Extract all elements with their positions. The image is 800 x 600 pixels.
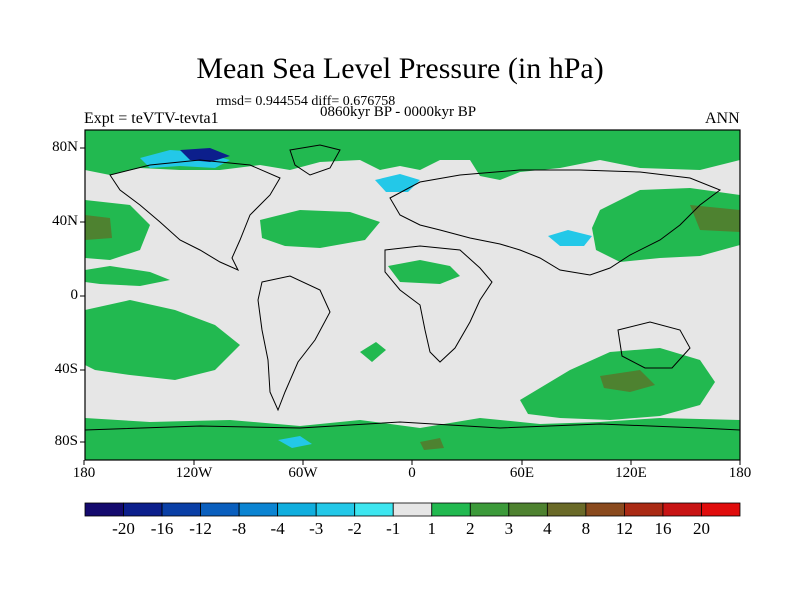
antarctic-low [278, 436, 312, 448]
colorbar-label: 8 [581, 519, 591, 538]
colorbar-swatch [546, 502, 587, 517]
lon-tick-60w: 60W [288, 465, 318, 481]
lon-tick-marks [83, 460, 741, 465]
lat-tick-0: 0 [70, 287, 79, 303]
lon-tick-180w: 180 [72, 465, 96, 481]
australia-outline [617, 321, 691, 369]
colorbar-label: -20 [112, 519, 135, 538]
lon-tick-0: 0 [408, 465, 416, 481]
lat-tick-40s: 40S [54, 361, 78, 377]
period-text: 0860kyr BP - 0000kyr BP [320, 104, 477, 120]
colorbar [84, 502, 741, 517]
colorbar-label: 20 [692, 519, 710, 538]
colorbar-label: 2 [466, 519, 475, 538]
colorbar-label: -16 [150, 519, 174, 538]
tropical-pacific-patches [85, 266, 170, 286]
north-atlantic-high [260, 210, 380, 248]
arctic-deep-low [180, 148, 230, 162]
colorbar-swatch [238, 502, 279, 517]
colorbar-swatch [315, 502, 356, 517]
colorbar-label: 16 [654, 519, 672, 538]
stats-text: rmsd= 0.944554 diff= 0.676758 [216, 94, 396, 109]
colorbar-label: -4 [270, 519, 285, 538]
colorbar-swatch [431, 502, 471, 517]
colorbar-swatch [624, 502, 664, 517]
south-indian-core [600, 370, 655, 392]
lon-tick-60e: 60E [509, 465, 535, 481]
south-pacific [85, 300, 240, 380]
colorbar-swatch [508, 502, 548, 517]
lon-tick-180e: 180 [728, 465, 752, 481]
greenland-outline [289, 144, 341, 176]
colorbar-swatch [84, 502, 124, 517]
north-pacific-high [85, 200, 150, 260]
colorbar-swatch [277, 502, 317, 517]
north-africa [388, 260, 460, 284]
map-title: Mean Sea Level Pressure (in hPa) [196, 52, 604, 85]
colorbar-swatch [662, 502, 702, 517]
lat-tick-80s: 80S [54, 433, 78, 449]
experiment-label: Expt = teVTV-tevta1 [84, 110, 219, 127]
colorbar-swatch [469, 502, 510, 517]
south-atlantic-patch [360, 342, 386, 362]
lat-tick-80n: 80N [52, 139, 78, 155]
strong-positive-regions [85, 205, 740, 450]
colorbar-label: -1 [386, 519, 401, 538]
colorbar-label: -8 [232, 519, 247, 538]
colorbar-label: -12 [189, 519, 212, 538]
colorbar-label: 4 [543, 519, 552, 538]
colorbar-swatch [585, 502, 625, 517]
colorbar-label: 3 [504, 519, 514, 538]
colorbar-swatch [392, 502, 433, 517]
antarctica-outline [84, 421, 741, 431]
colorbar-swatch [354, 502, 394, 517]
lon-tick-120e: 120E [615, 465, 647, 481]
lat-tick-40n: 40N [52, 213, 78, 229]
north-pacific-core [85, 215, 112, 240]
season-label: ANN [705, 110, 740, 127]
south-america-outline [257, 275, 331, 412]
arctic-band [85, 130, 740, 180]
africa-outline [384, 245, 493, 363]
colorbar-swatch [161, 502, 201, 517]
colorbar-swatch [200, 502, 240, 517]
colorbar-label: 12 [615, 519, 633, 538]
south-atlantic-core [420, 438, 444, 450]
colorbar-label: 1 [427, 519, 437, 538]
central-asia-low [548, 230, 592, 246]
northwest-pacific-core [690, 205, 740, 232]
north-america-outline [109, 159, 281, 272]
lon-tick-120w: 120W [175, 465, 213, 481]
colorbar-label: -3 [309, 519, 324, 538]
colorbar-swatch [123, 502, 163, 517]
europe-asia-outline [389, 169, 722, 276]
southern-ocean-band [85, 418, 740, 460]
colorbar-label: -2 [347, 519, 362, 538]
lat-tick-marks [80, 147, 85, 443]
coastlines [84, 144, 741, 431]
colorbar-swatch [701, 502, 741, 517]
positive-anomaly-regions [85, 130, 740, 460]
